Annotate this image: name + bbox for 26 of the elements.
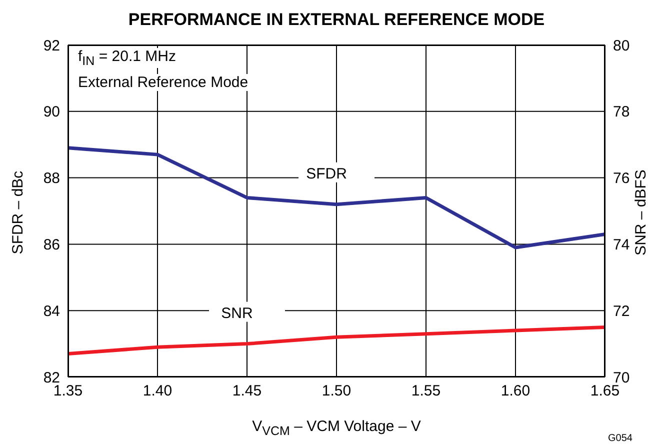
x-axis-title: V$_{VCM}$ – VCM Voltage – V [251,418,422,438]
line-series [68,325,605,356]
x-tick-label: 1.40 [142,382,172,400]
y2-tick-label: 72 [613,302,630,320]
y-tick-label: 84 [43,302,60,320]
y-tick-label: 88 [43,170,60,188]
y-tick-label: 86 [43,236,60,254]
x-tick-label: 1.45 [232,382,262,400]
y-tick-label: 92 [43,37,60,54]
y-axis-title: SFDR – dBc [10,170,26,256]
y2-tick-label: 74 [613,236,630,254]
annotation: f$_{IN}$ = 20.1 MHz [74,48,180,68]
x-tick-label: 1.50 [322,382,352,400]
line-series [68,146,605,250]
series-label: SNR [221,304,253,322]
y2-tick-label: 76 [613,170,630,188]
annotation: External Reference Mode [74,74,252,91]
y2-axis-title: SNR – dBFS [632,168,650,258]
series-label: SFDR [306,165,348,182]
y-tick-label: 90 [43,104,60,121]
chart-title: PERFORMANCE IN EXTERNAL REFERENCE MODE [127,10,546,30]
y2-tick-label: 80 [613,37,630,54]
x-tick-label: 1.60 [500,382,530,400]
text: G054 [608,433,632,444]
x-tick-label: 1.55 [411,382,441,400]
y2-tick-label: 78 [613,104,630,121]
